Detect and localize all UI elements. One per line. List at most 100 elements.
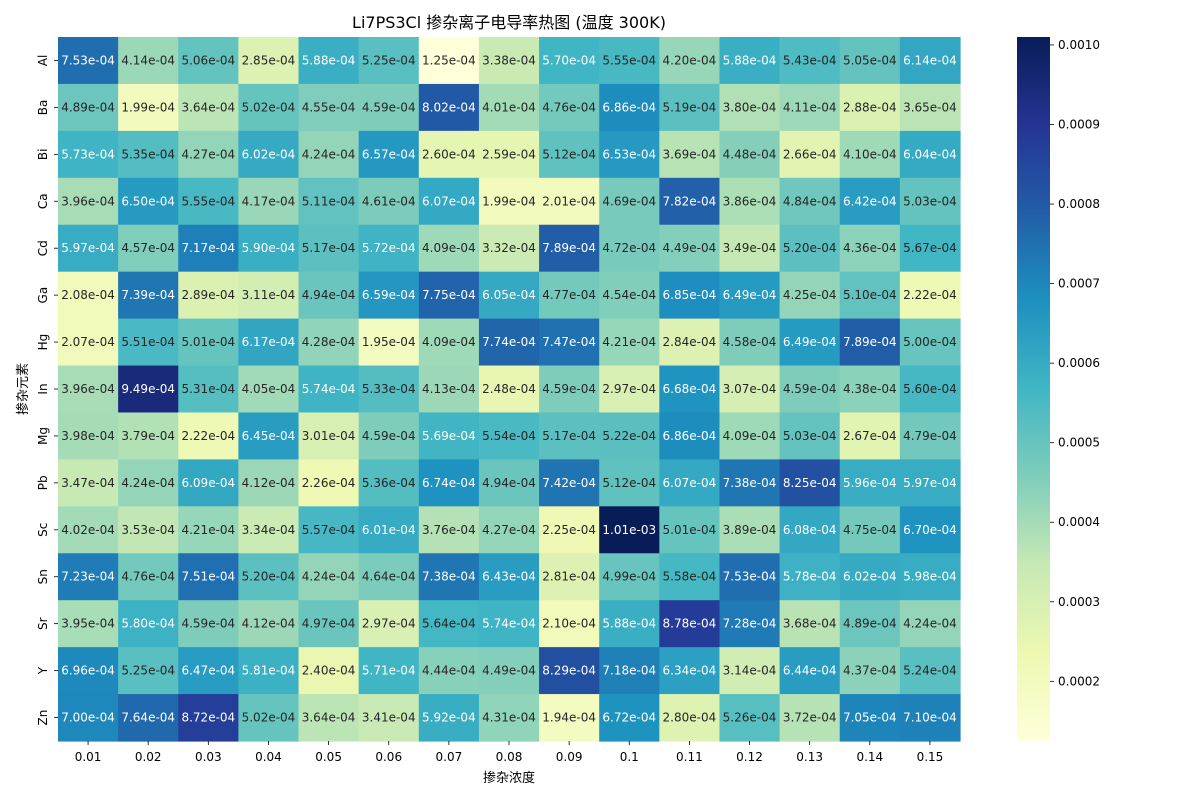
heatmap-cell — [298, 647, 360, 695]
x-tick-label: 0.01 — [75, 750, 102, 764]
heatmap-cell — [839, 412, 901, 460]
cell-value-label: 2.07e-04 — [61, 335, 115, 349]
heatmap-cell — [298, 600, 360, 648]
heatmap-cell — [899, 412, 961, 460]
x-tick-label: 0.08 — [496, 750, 523, 764]
cell-value-label: 7.64e-04 — [121, 711, 175, 725]
cell-value-label: 4.76e-04 — [542, 100, 596, 114]
cell-value-label: 6.09e-04 — [181, 476, 235, 490]
cell-value-label: 6.96e-04 — [61, 664, 115, 678]
heatmap-cell — [58, 647, 119, 695]
heatmap-cell — [238, 318, 300, 367]
cell-value-label: 7.38e-04 — [723, 476, 777, 490]
heatmap-cell — [599, 506, 660, 554]
cell-value-label: 5.73e-04 — [61, 147, 115, 161]
cell-value-label: 2.48e-04 — [482, 382, 536, 396]
heatmap-cell — [899, 271, 961, 320]
cell-value-label: 4.48e-04 — [723, 147, 777, 161]
cell-value-label: 6.34e-04 — [663, 664, 717, 678]
y-axis-ticks: Al Ba Bi Ca Cd Ga Hg In Mg Pb Sc Sn Sr Y Zn — [36, 55, 58, 725]
cell-value-label: 7.53e-04 — [723, 570, 777, 584]
cell-value-label: 2.80e-04 — [663, 711, 717, 725]
cell-value-label: 3.41e-04 — [362, 711, 416, 725]
heatmap-cell — [599, 37, 660, 85]
heatmap-cell — [478, 459, 540, 507]
heatmap-cell — [298, 459, 360, 507]
cell-value-label: 5.01e-04 — [181, 335, 235, 349]
heatmap-cell — [719, 271, 781, 320]
heatmap-cell — [238, 177, 300, 226]
heatmap-cell — [298, 553, 360, 601]
cell-value-label: 2.25e-04 — [542, 523, 596, 537]
cell-value-label: 8.72e-04 — [181, 711, 235, 725]
cell-value-label: 6.74e-04 — [422, 476, 476, 490]
cell-value-label: 6.59e-04 — [362, 288, 416, 302]
heatmap-cell — [478, 224, 540, 273]
heatmap-cell — [178, 459, 239, 507]
cell-value-label: 5.78e-04 — [783, 570, 837, 584]
heatmap-cell — [539, 318, 600, 367]
heatmap-cell — [358, 365, 420, 414]
heatmap-cell — [58, 694, 119, 742]
cell-value-label: 4.89e-04 — [843, 617, 897, 631]
heatmap-cell — [118, 412, 179, 460]
heatmap-cell — [659, 224, 721, 273]
heatmap-cell — [178, 647, 239, 695]
cell-value-label: 4.10e-04 — [843, 147, 897, 161]
heatmap-cell — [418, 647, 480, 695]
heatmap-cell — [238, 459, 300, 507]
cell-value-label: 2.84e-04 — [663, 335, 717, 349]
heatmap-cell — [659, 177, 721, 226]
heatmap-cell — [478, 412, 540, 460]
heatmap-cell — [178, 130, 239, 179]
cell-value-label: 4.09e-04 — [422, 241, 476, 255]
cell-value-label: 8.02e-04 — [422, 100, 476, 114]
colorbar: 0.0002 0.0003 0.0004 0.0005 0.0006 0.0007 0.00… — [1017, 37, 1100, 741]
heatmap-cell — [899, 553, 961, 601]
cell-value-label: 5.96e-04 — [843, 476, 897, 490]
cell-value-label: 2.66e-04 — [783, 147, 837, 161]
heatmap-cell — [418, 412, 480, 460]
heatmap-cell — [478, 365, 540, 414]
heatmap-cell — [58, 130, 119, 179]
heatmap-cell — [719, 412, 781, 460]
cell-value-label: 6.05e-04 — [482, 288, 536, 302]
cell-value-label: 5.25e-04 — [121, 664, 175, 678]
heatmap-cell — [599, 600, 660, 648]
cell-value-label: 4.27e-04 — [181, 147, 235, 161]
heatmap-cell — [719, 506, 781, 554]
heatmap-cell — [238, 130, 300, 179]
cell-value-label: 5.88e-04 — [723, 53, 777, 67]
heatmap-cell — [839, 224, 901, 273]
heatmap-cell — [539, 130, 600, 179]
cell-value-label: 7.38e-04 — [422, 570, 476, 584]
heatmap-cell — [118, 177, 179, 226]
heatmap-cell — [899, 177, 961, 226]
heatmap-cell — [358, 37, 420, 85]
cell-value-label: 6.68e-04 — [663, 382, 717, 396]
heatmap-cell — [899, 459, 961, 507]
heatmap-cell — [839, 365, 901, 414]
heatmap-cell — [839, 177, 901, 226]
cell-value-label: 4.94e-04 — [302, 288, 356, 302]
heatmap-cell — [899, 506, 961, 554]
cell-value-label: 4.49e-04 — [663, 241, 717, 255]
cell-value-label: 2.08e-04 — [61, 288, 115, 302]
heatmap-cell — [659, 318, 721, 367]
cell-value-label: 5.58e-04 — [663, 570, 717, 584]
heatmap-cell — [178, 694, 239, 742]
cell-value-label: 5.90e-04 — [242, 241, 296, 255]
cell-value-label: 6.43e-04 — [482, 570, 536, 584]
cell-value-label: 3.80e-04 — [723, 100, 777, 114]
cell-value-label: 5.81e-04 — [242, 664, 296, 678]
heatmap-cell — [539, 600, 600, 648]
heatmap-cell — [478, 600, 540, 648]
cell-value-label: 3.38e-04 — [482, 53, 536, 67]
heatmap-cell — [719, 37, 781, 85]
heatmap-cell — [358, 318, 420, 367]
cell-value-label: 6.85e-04 — [663, 288, 717, 302]
x-tick-label: 0.11 — [676, 750, 703, 764]
cell-value-label: 5.60e-04 — [903, 382, 957, 396]
heatmap-cell — [238, 365, 300, 414]
cell-value-label: 5.43e-04 — [783, 53, 837, 67]
